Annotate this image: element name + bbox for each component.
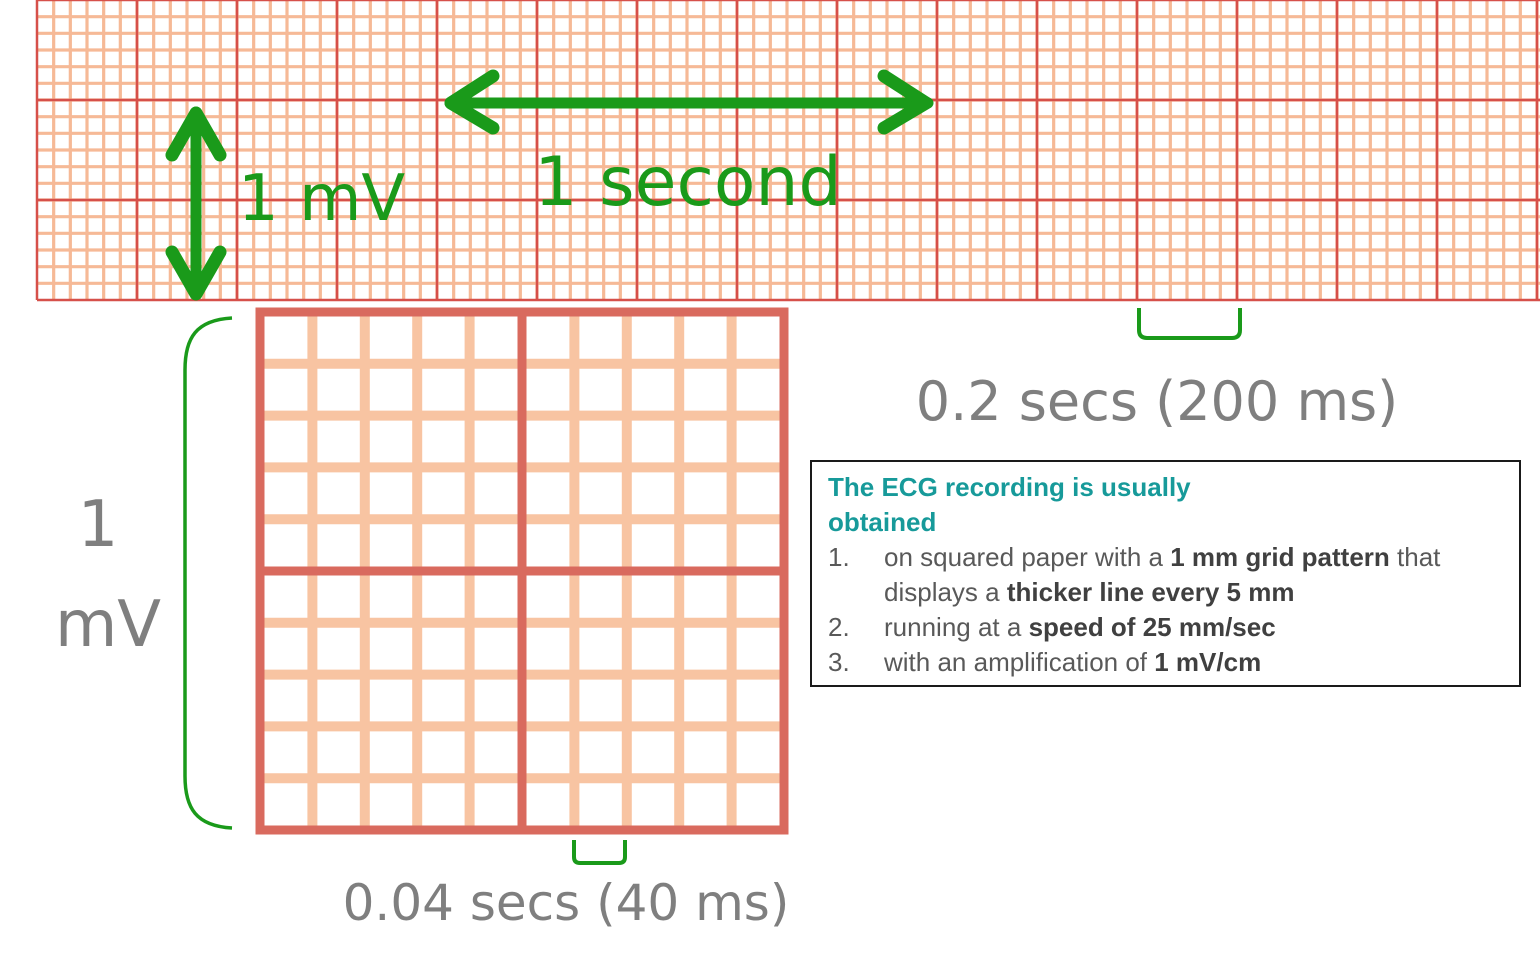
big-mv-number: 1 [78,488,119,562]
ecg-paper-strip [35,0,1540,302]
zoomed-grid-detail [255,307,789,835]
info-list-number: 3. [828,647,850,677]
curly-bracket-icon [183,316,233,830]
zoom-border [255,307,789,835]
small-box-duration-label: 0.04 secs (40 ms) [343,874,790,932]
big-box-duration-label: 0.2 secs (200 ms) [916,370,1399,433]
info-text: with an amplification of [884,647,1155,677]
one-second-label: 1 second [534,143,841,222]
bracket-icon [1137,308,1242,340]
double-arrow-vertical-icon [165,106,227,301]
bracket-icon [572,840,627,865]
info-box: The ECG recording is usually obtained 1.… [810,460,1521,687]
info-text: on squared paper with a [884,542,1171,572]
info-box-list: 1. on squared paper with a 1 mm grid patt… [828,540,1503,680]
big-mv-unit: mV [55,588,161,662]
info-list-item: 3. with an amplification of 1 mV/cm [828,645,1503,680]
info-emphasis-text: thicker line every 5 mm [1006,577,1295,607]
info-text: that displays a [884,542,1441,607]
info-text: running at a [884,612,1029,642]
info-emphasis-text: 1 mm grid pattern [1170,542,1390,572]
info-box-title: The ECG recording is usually obtained [828,472,1191,537]
info-list-item: 2. running at a speed of 25 mm/sec [828,610,1503,645]
double-arrow-horizontal-icon [444,69,934,135]
one-mv-strip-label: 1 mV [238,162,405,236]
info-emphasis-text: 1 mV/cm [1154,647,1262,677]
info-emphasis-text: speed of 25 mm/sec [1028,612,1276,642]
info-list-number: 1. [828,542,850,572]
info-list-number: 2. [828,612,850,642]
info-list-item: 1. on squared paper with a 1 mm grid patt… [828,540,1503,610]
